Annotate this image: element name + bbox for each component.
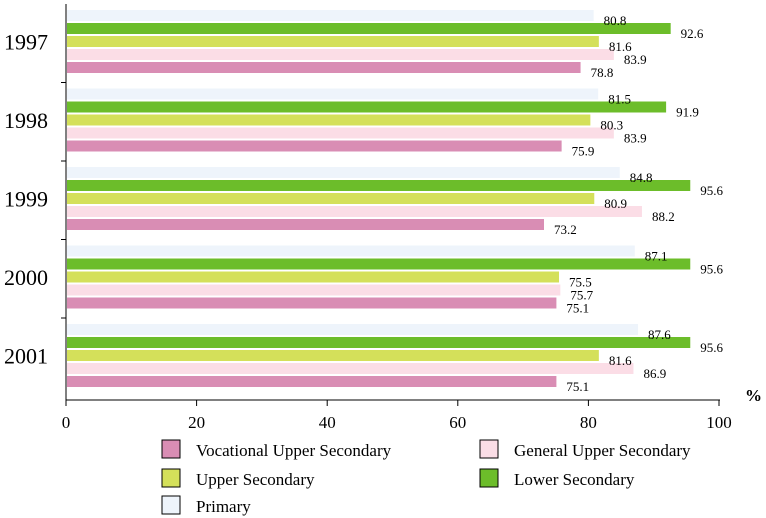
value-label-upper-secondary-2000: 75.5 xyxy=(569,275,592,290)
bar-vocational-upper-secondary-2000 xyxy=(67,297,557,309)
y-axis-label-1999: 1999 xyxy=(4,187,48,212)
legend-label-lower-secondary: Lower Secondary xyxy=(514,470,635,489)
bar-general-upper-secondary-2000 xyxy=(67,284,561,296)
bar-primary-2000 xyxy=(67,245,635,257)
bars xyxy=(67,10,691,387)
value-label-lower-secondary-1997: 92.6 xyxy=(681,26,704,41)
value-label-vocational-upper-secondary-1997: 78.8 xyxy=(591,65,614,80)
x-axis-tick-label: 100 xyxy=(706,413,732,432)
bar-lower-secondary-1997 xyxy=(67,23,671,34)
y-axis-label-2001: 2001 xyxy=(4,344,48,369)
value-label-upper-secondary-1999: 80.9 xyxy=(604,196,627,211)
value-label-vocational-upper-secondary-2001: 75.1 xyxy=(566,379,589,394)
bar-general-upper-secondary-1998 xyxy=(67,127,614,139)
bar-primary-1997 xyxy=(67,10,594,21)
bar-lower-secondary-1999 xyxy=(67,180,691,191)
value-label-general-upper-secondary-1997: 83.9 xyxy=(624,52,647,67)
bar-primary-1998 xyxy=(67,88,599,100)
bar-vocational-upper-secondary-1997 xyxy=(67,62,581,73)
legend: Vocational Upper Secondary General Upper … xyxy=(161,439,691,516)
legend-swatch-lower-secondary xyxy=(479,468,499,488)
y-axis-labels: 1997 1998 1999 2000 2001 xyxy=(4,30,48,369)
legend-swatch-general-upper-secondary xyxy=(479,439,499,459)
value-label-primary-1999: 84.8 xyxy=(630,170,653,185)
x-axis-ticks: 0 20 40 60 80 100 xyxy=(62,400,732,432)
value-label-general-upper-secondary-1999: 88.2 xyxy=(652,209,675,224)
value-label-general-upper-secondary-1998: 83.9 xyxy=(624,131,647,146)
legend-swatch-primary xyxy=(161,495,181,515)
value-label-general-upper-secondary-2001: 86.9 xyxy=(643,366,666,381)
value-label-vocational-upper-secondary-1998: 75.9 xyxy=(572,144,595,159)
value-label-upper-secondary-2001: 81.6 xyxy=(609,353,632,368)
legend-label-upper-secondary: Upper Secondary xyxy=(196,470,315,489)
value-label-lower-secondary-1998: 91.9 xyxy=(676,105,699,120)
bar-upper-secondary-2000 xyxy=(67,271,560,283)
y-axis-label-1997: 1997 xyxy=(4,30,48,55)
bar-upper-secondary-1998 xyxy=(67,114,591,126)
y-axis-label-1998: 1998 xyxy=(4,108,48,133)
value-label-primary-2001: 87.6 xyxy=(648,327,671,342)
bar-lower-secondary-1998 xyxy=(67,101,667,113)
bar-lower-secondary-2001 xyxy=(67,337,691,348)
value-label-lower-secondary-2001: 95.6 xyxy=(700,340,723,355)
legend-label-primary: Primary xyxy=(196,497,251,516)
x-axis-tick-label: 20 xyxy=(188,413,205,432)
bar-vocational-upper-secondary-1999 xyxy=(67,219,544,230)
bar-general-upper-secondary-2001 xyxy=(67,363,634,374)
bar-lower-secondary-2000 xyxy=(67,258,691,270)
legend-swatch-vocational-upper-secondary xyxy=(161,439,181,459)
value-label-upper-secondary-1997: 81.6 xyxy=(609,39,632,54)
bar-general-upper-secondary-1997 xyxy=(67,49,614,60)
bar-vocational-upper-secondary-1998 xyxy=(67,140,562,152)
legend-label-general-upper-secondary: General Upper Secondary xyxy=(514,441,691,460)
legend-swatch-upper-secondary xyxy=(161,468,181,488)
bar-general-upper-secondary-1999 xyxy=(67,206,642,217)
x-axis-unit: % xyxy=(745,386,762,405)
bar-upper-secondary-1997 xyxy=(67,36,599,47)
value-labels: 80.892.681.683.978.881.591.980.383.975.9… xyxy=(554,13,724,394)
legend-label-vocational-upper-secondary: Vocational Upper Secondary xyxy=(196,441,392,460)
value-label-primary-1998: 81.5 xyxy=(608,92,631,107)
bar-primary-1999 xyxy=(67,167,620,178)
bar-upper-secondary-2001 xyxy=(67,350,599,361)
value-label-vocational-upper-secondary-1999: 73.2 xyxy=(554,222,577,237)
x-axis-tick-label: 80 xyxy=(580,413,597,432)
value-label-primary-2000: 87.1 xyxy=(645,249,668,264)
x-axis-tick-label: 40 xyxy=(319,413,336,432)
value-label-lower-secondary-2000: 95.6 xyxy=(700,262,723,277)
axes xyxy=(61,4,720,401)
value-label-primary-1997: 80.8 xyxy=(604,13,627,28)
y-axis-label-2000: 2000 xyxy=(4,265,48,290)
bar-primary-2001 xyxy=(67,324,639,335)
value-label-lower-secondary-1999: 95.6 xyxy=(700,183,723,198)
value-label-vocational-upper-secondary-2000: 75.1 xyxy=(566,301,589,316)
bar-upper-secondary-1999 xyxy=(67,193,595,204)
bar-vocational-upper-secondary-2001 xyxy=(67,376,557,387)
x-axis-tick-label: 60 xyxy=(449,413,466,432)
value-label-general-upper-secondary-2000: 75.7 xyxy=(570,288,593,303)
value-label-upper-secondary-1998: 80.3 xyxy=(600,118,623,133)
x-axis-tick-label: 0 xyxy=(62,413,71,432)
